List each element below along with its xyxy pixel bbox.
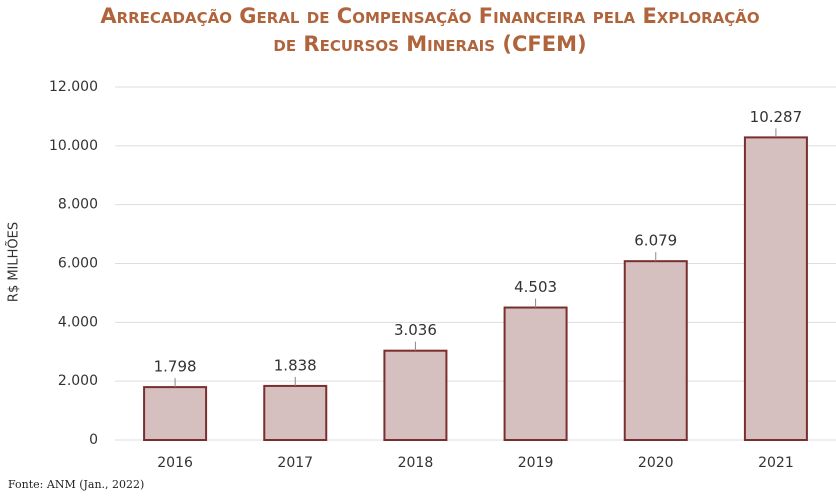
bar [143,386,208,441]
x-tick-label: 2017 [277,455,313,471]
y-tick-label: 2.000 [58,373,98,389]
bar [383,349,448,442]
value-label: 6.079 [634,232,677,250]
chart-title: Arrecadação Geral de Compensação Finance… [100,4,760,56]
y-axis-label: R$ MILHÕES [6,222,22,302]
value-label: 1.798 [154,358,197,376]
value-label: 4.503 [514,278,557,296]
bar [743,136,808,441]
y-tick-label: 6.000 [58,256,98,272]
x-tick-label: 2021 [758,455,794,471]
source-note: Fonte: ANM (Jan., 2022) [8,478,145,491]
bar [263,384,328,441]
x-tick-label: 2019 [518,455,554,471]
x-tick-label: 2020 [638,455,674,471]
y-tick-label: 10.000 [49,138,98,154]
y-tick-label: 0 [89,432,98,448]
y-tick-label: 8.000 [58,197,98,213]
bar [503,306,568,441]
value-label: 3.036 [394,321,437,339]
x-tick-label: 2018 [398,455,434,471]
bar [623,260,688,441]
x-tick-label: 2016 [157,455,193,471]
value-label: 10.287 [750,108,803,126]
value-label: 1.838 [274,356,317,374]
y-tick-label: 4.000 [58,314,98,330]
y-tick-label: 12.000 [49,79,98,95]
